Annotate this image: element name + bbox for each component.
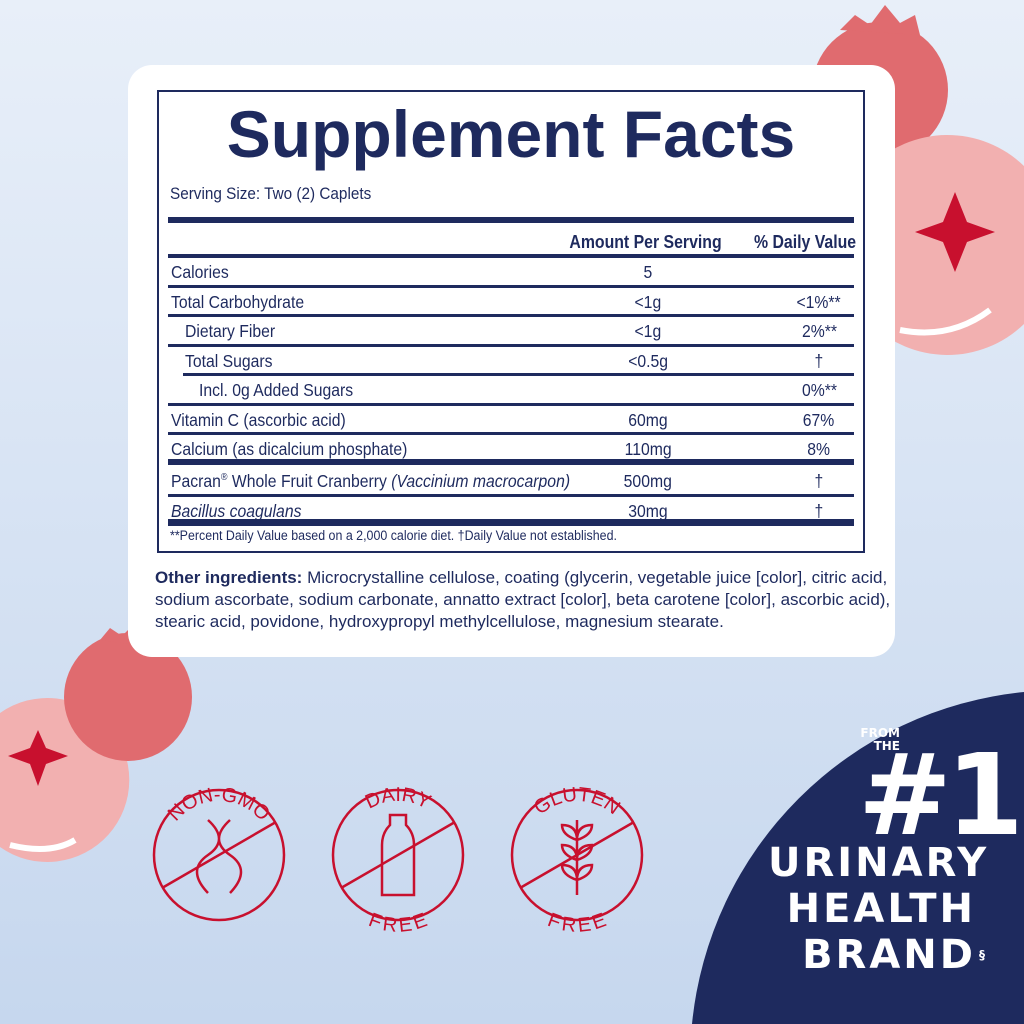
- milk-bottle-icon: [380, 813, 416, 897]
- table-row: Calcium (as dicalcium phosphate) 110mg 8%: [168, 435, 854, 465]
- cranberry-bottom-left: [0, 624, 192, 862]
- facts-card: [128, 65, 895, 657]
- brand-number: #1: [858, 731, 1024, 861]
- header-amount: Amount Per Serving: [569, 232, 722, 252]
- gluten-free-badge: [510, 788, 644, 922]
- star-icon: [8, 730, 68, 786]
- brand-tagline: URINARY HEALTH BRAND §: [768, 840, 990, 978]
- table-row: Vitamin C (ascorbic acid) 60mg 67%: [168, 406, 854, 435]
- dairy-free-badge: [331, 788, 465, 922]
- brand-from-the: FROM THE: [860, 726, 900, 753]
- divider: [168, 254, 854, 258]
- table-row: Incl. 0g Added Sugars 0%**: [168, 376, 854, 406]
- non-gmo-badge: [152, 788, 286, 922]
- badge-gluten-free-label: FREE: [545, 909, 610, 937]
- brand-circle: [692, 692, 1024, 1024]
- star-icon: [915, 192, 995, 272]
- badge-dairy-free-label: FREE: [366, 909, 431, 937]
- table-row: Bacillus coagulans 30mg †: [168, 497, 854, 526]
- page-title: Supplement Facts: [226, 97, 796, 171]
- table-row: Calories 5: [168, 258, 854, 288]
- supplement-facts-panel: Supplement Facts Serving Size: Two (2) C…: [157, 90, 865, 553]
- badge-non-gmo-label: NON-GMO: [164, 784, 274, 826]
- other-ingredients: Other ingredients: Microcrystalline cell…: [155, 568, 891, 631]
- table-row: Total Carbohydrate <1g <1%**: [168, 288, 854, 317]
- dna-icon: [195, 819, 243, 894]
- badge-dairy-label: DAIRY: [362, 784, 434, 814]
- badge-icons: [152, 788, 644, 922]
- table-row: Pacran® Whole Fruit Cranberry (Vaccinium…: [168, 467, 854, 497]
- wheat-icon: [560, 820, 594, 895]
- header-daily-value: % Daily Value: [753, 232, 857, 252]
- serving-size: Serving Size: Two (2) Caplets: [170, 184, 372, 203]
- table-row: Dietary Fiber <1g 2%**: [168, 317, 854, 347]
- footnote: **Percent Daily Value based on a 2,000 c…: [170, 528, 617, 543]
- divider: [168, 217, 854, 223]
- table-row: Total Sugars <0.5g †: [183, 347, 854, 376]
